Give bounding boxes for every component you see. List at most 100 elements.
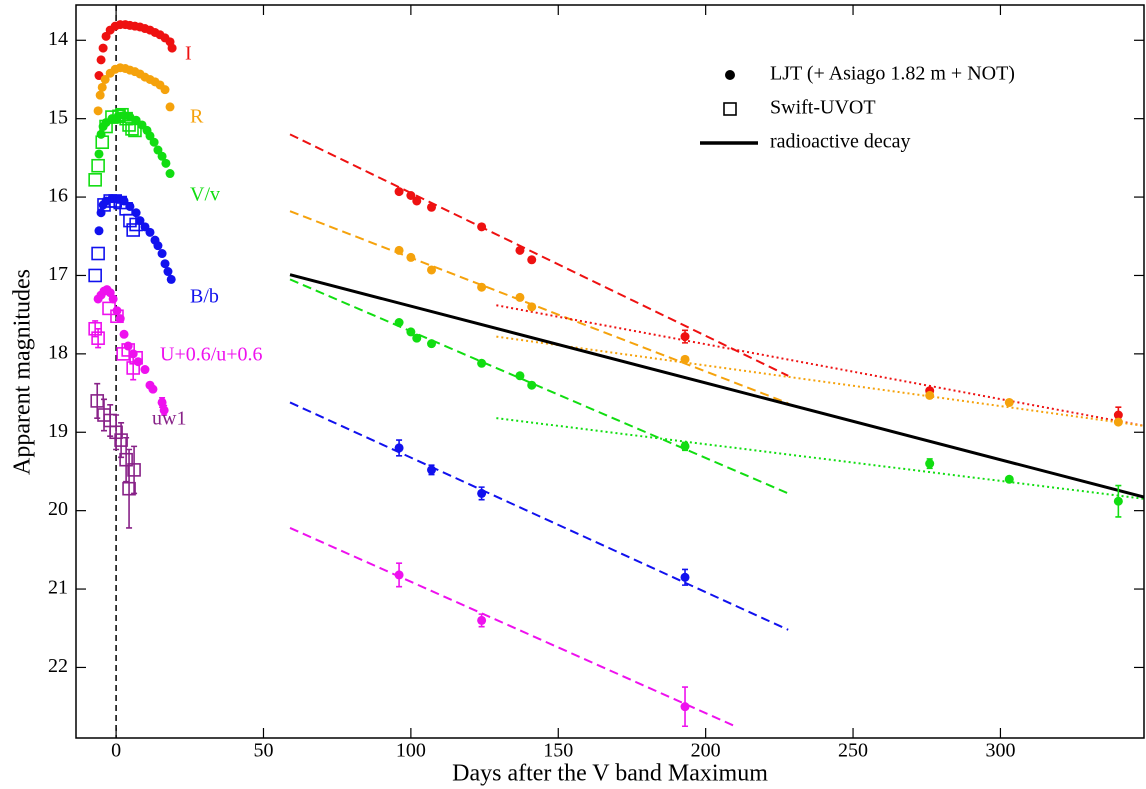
swift-point [126, 361, 140, 375]
ljt-point [477, 282, 487, 292]
swift-point [88, 173, 102, 187]
y-tick-label: 22 [48, 655, 68, 677]
ljt-point [1113, 496, 1123, 506]
ljt-point [148, 384, 158, 394]
ljt-point [96, 55, 106, 65]
swift-point [114, 433, 128, 447]
ljt-point [477, 615, 487, 625]
x-tick-label: 0 [111, 740, 121, 762]
ljt-point [527, 255, 537, 265]
ljt-point [477, 488, 487, 498]
error-bar [130, 355, 137, 381]
fit-line [289, 526, 736, 728]
swift-point [105, 110, 119, 124]
ljt-point [427, 265, 437, 275]
ljt-point [145, 227, 155, 237]
ljt-point [166, 274, 176, 284]
ljt-point [412, 333, 422, 343]
ljt-point [680, 354, 690, 364]
ljt-point [394, 245, 404, 255]
swift-point [116, 347, 130, 361]
plot-frame [75, 4, 1145, 739]
y-tick-label: 15 [48, 106, 68, 128]
swift-point [91, 331, 105, 345]
ljt-point [96, 129, 106, 139]
band-label: I [185, 43, 192, 65]
ljt-point [515, 371, 525, 381]
ljt-point [119, 329, 129, 339]
swift-point [122, 481, 136, 496]
band-label: U+0.6/u+0.6 [160, 344, 263, 366]
ljt-point [165, 102, 175, 112]
ljt-point [680, 332, 690, 342]
swift-point [91, 246, 105, 261]
x-tick-label: 100 [396, 740, 426, 762]
x-tick-label: 300 [985, 740, 1015, 762]
swift-point [95, 135, 110, 149]
swift-point [108, 194, 123, 208]
ljt-point [427, 465, 437, 475]
ljt-point [515, 292, 525, 302]
swift-point [102, 301, 116, 316]
legend-marker [725, 70, 735, 80]
error-bar [126, 448, 133, 529]
x-tick-label: 50 [253, 740, 273, 762]
ljt-point [394, 443, 404, 453]
y-tick-label: 16 [48, 185, 68, 207]
error-bar [118, 422, 125, 459]
ljt-point [153, 241, 163, 251]
y-tick-label: 21 [48, 577, 68, 599]
x-tick-label: 150 [543, 740, 573, 762]
swift-point [110, 309, 124, 324]
ljt-point [98, 43, 108, 53]
fit-line [289, 278, 789, 495]
ljt-point [406, 191, 416, 201]
ljt-point [477, 358, 487, 368]
ljt-point [1004, 474, 1014, 484]
legend-label: LJT (+ Asiago 1.82 m + NOT) [770, 63, 1015, 85]
ljt-point [108, 294, 118, 304]
swift-point [128, 123, 142, 138]
x-axis-label: Days after the V band Maximum [452, 761, 768, 787]
ljt-point [925, 459, 935, 469]
x-tick-label: 200 [691, 740, 721, 762]
ljt-point [100, 74, 110, 84]
band-label: B/b [190, 286, 219, 308]
ljt-point [93, 106, 103, 116]
ljt-point [157, 151, 167, 161]
swift-point [109, 425, 123, 440]
ljt-point [95, 90, 105, 100]
ljt-point [1113, 410, 1123, 420]
ljt-point [394, 318, 404, 328]
ljt-point [94, 226, 104, 236]
ljt-point [159, 405, 169, 415]
y-axis-label: Apparent magnitudes [10, 269, 36, 475]
legend-label: Swift-UVOT [770, 97, 876, 119]
swift-point [88, 268, 102, 283]
y-tick-label: 17 [48, 263, 68, 285]
ljt-point [1004, 397, 1014, 407]
fit-line [289, 273, 1144, 499]
swift-point [127, 463, 141, 477]
swift-point [112, 109, 126, 124]
y-tick-label: 14 [48, 28, 68, 50]
ljt-point [680, 441, 690, 451]
fit-line [289, 133, 789, 377]
swift-point [88, 321, 102, 336]
ljt-point [160, 259, 170, 269]
band-label: uw1 [152, 408, 186, 430]
ljt-point [527, 380, 537, 390]
ljt-point [157, 249, 167, 259]
ljt-point [140, 365, 150, 375]
ljt-point [94, 149, 104, 159]
y-tick-label: 20 [48, 498, 68, 520]
ljt-point [97, 82, 107, 92]
ljt-point [167, 43, 177, 53]
fit-line [496, 304, 1144, 427]
y-tick-label: 19 [48, 420, 68, 442]
ljt-point [412, 196, 422, 206]
swift-point [115, 107, 129, 122]
ljt-point [160, 85, 170, 95]
swift-point [125, 122, 139, 136]
